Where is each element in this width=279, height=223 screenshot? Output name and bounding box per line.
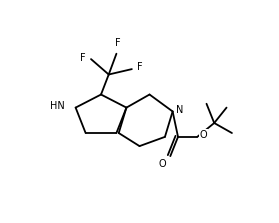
Text: F: F <box>80 53 86 63</box>
Text: O: O <box>199 130 207 140</box>
Text: HN: HN <box>50 101 65 111</box>
Text: F: F <box>137 62 143 72</box>
Text: N: N <box>176 105 183 115</box>
Text: O: O <box>159 159 167 169</box>
Text: F: F <box>115 38 121 48</box>
